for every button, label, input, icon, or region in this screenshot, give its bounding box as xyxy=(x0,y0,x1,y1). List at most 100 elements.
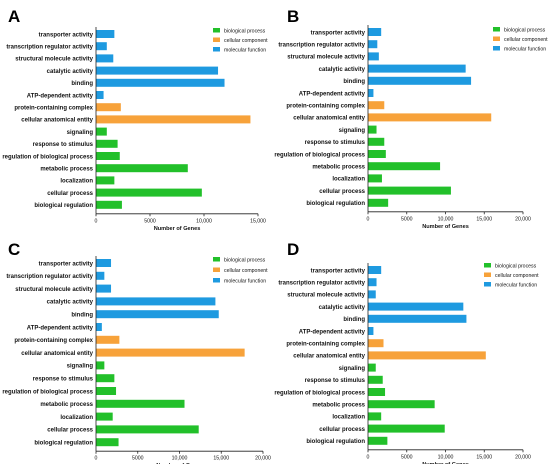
bar-regulation-of-biological-process xyxy=(96,152,120,160)
category-label: cellular anatomical entity xyxy=(21,351,93,357)
legend-label: cellular component xyxy=(504,37,548,43)
x-tick-label: 10,000 xyxy=(438,454,454,460)
category-label: transcription regulator activity xyxy=(6,274,93,280)
legend-label: molecular function xyxy=(504,46,546,52)
category-label: regulation of biological process xyxy=(2,389,93,395)
bar-atp-dependent-activity xyxy=(96,323,102,331)
category-label: cellular anatomical entity xyxy=(293,116,365,122)
category-label: binding xyxy=(343,317,365,323)
legend-label: molecular function xyxy=(495,282,537,288)
legend-swatch xyxy=(493,46,500,51)
bar-catalytic-activity xyxy=(368,64,466,73)
bar-metabolic-process xyxy=(96,399,185,408)
panel-letter: A xyxy=(8,7,20,26)
category-label: response to stimulus xyxy=(33,377,94,383)
category-label: localization xyxy=(332,415,365,421)
category-label: cellular process xyxy=(319,189,365,195)
x-tick-label: 20,000 xyxy=(515,216,531,222)
bar-structural-molecule-activity xyxy=(368,52,379,61)
legend-swatch xyxy=(213,28,220,33)
bar-localization xyxy=(96,412,113,421)
category-label: ATP-dependent activity xyxy=(299,91,366,97)
legend-swatch xyxy=(493,27,500,32)
legend: biological process cellular component mole… xyxy=(484,263,539,288)
bar-localization xyxy=(96,176,115,185)
category-label: catalytic activity xyxy=(319,305,366,311)
category-label: biological regulation xyxy=(306,439,365,445)
legend: biological process cellular component mole… xyxy=(213,257,268,284)
x-axis-title: Number of Genes xyxy=(422,224,469,230)
category-label: protein-containing complex xyxy=(14,106,93,112)
x-tick-label: 10,000 xyxy=(172,456,188,462)
bar-localization xyxy=(368,174,382,183)
category-label: transporter activity xyxy=(39,32,94,38)
bar-signaling xyxy=(96,127,107,136)
category-label: catalytic activity xyxy=(47,69,94,75)
bar-response-to-stimulus xyxy=(368,137,385,146)
category-label: localization xyxy=(60,179,93,185)
legend: biological process cellular component mole… xyxy=(493,27,548,52)
bar-signaling xyxy=(96,361,105,370)
category-label: catalytic activity xyxy=(47,300,94,306)
legend-label: biological process xyxy=(224,257,266,263)
bar-metabolic-process xyxy=(368,400,435,409)
x-tick-label: 0 xyxy=(367,454,370,460)
category-label: biological regulation xyxy=(306,201,365,207)
bar-metabolic-process xyxy=(368,162,441,171)
category-label: cellular process xyxy=(319,427,365,433)
x-axis-title: Number of Genes xyxy=(422,462,469,464)
bar-transcription-regulator-activity xyxy=(96,271,105,280)
bar-cellular-process xyxy=(368,186,451,195)
category-label: protein-containing complex xyxy=(286,342,365,348)
category-label: binding xyxy=(71,313,93,319)
category-label: metabolic process xyxy=(312,165,365,171)
category-label: signaling xyxy=(67,364,94,370)
category-label: cellular anatomical entity xyxy=(293,354,365,360)
category-label: structural molecule activity xyxy=(287,55,365,61)
bar-cellular-anatomical-entity xyxy=(368,113,492,122)
legend-swatch xyxy=(213,278,220,283)
category-label: transporter activity xyxy=(311,268,366,274)
bar-metabolic-process xyxy=(96,164,188,173)
bar-regulation-of-biological-process xyxy=(368,150,386,158)
category-label: transcription regulator activity xyxy=(6,45,93,51)
category-label: binding xyxy=(343,79,365,85)
bar-catalytic-activity xyxy=(96,297,216,306)
x-tick-label: 20,000 xyxy=(515,454,531,460)
category-label: regulation of biological process xyxy=(274,152,365,158)
category-label: binding xyxy=(71,81,93,87)
bar-regulation-of-biological-process xyxy=(96,387,117,395)
legend-swatch xyxy=(493,36,500,41)
bar-transporter-activity xyxy=(96,259,112,267)
bar-protein-containing-complex xyxy=(96,335,120,344)
legend-swatch xyxy=(213,267,220,272)
category-label: structural molecule activity xyxy=(15,57,93,63)
x-tick-label: 5000 xyxy=(401,216,413,222)
category-label: cellular process xyxy=(47,428,93,434)
x-tick-label: 15,000 xyxy=(250,218,266,224)
legend-label: biological process xyxy=(504,27,546,33)
category-label: protein-containing complex xyxy=(14,338,93,344)
bar-response-to-stimulus xyxy=(96,374,115,383)
category-label: localization xyxy=(60,415,93,421)
category-label: ATP-dependent activity xyxy=(299,329,366,335)
panel-letter: C xyxy=(8,240,20,259)
bar-transporter-activity xyxy=(368,266,382,274)
category-label: metabolic process xyxy=(40,167,93,173)
legend-label: molecular function xyxy=(224,278,266,284)
legend: biological process cellular component mole… xyxy=(213,28,268,53)
category-label: response to stimulus xyxy=(305,140,366,146)
x-tick-label: 5000 xyxy=(132,456,144,462)
x-tick-label: 15,000 xyxy=(213,456,229,462)
bar-binding xyxy=(96,78,225,87)
bar-transcription-regulator-activity xyxy=(96,42,107,51)
legend-label: molecular function xyxy=(224,47,266,53)
bar-cellular-process xyxy=(96,188,202,197)
bar-transporter-activity xyxy=(96,30,115,38)
category-label: signaling xyxy=(339,366,366,372)
bar-protein-containing-complex xyxy=(368,101,385,110)
x-tick-label: 10,000 xyxy=(438,216,454,222)
